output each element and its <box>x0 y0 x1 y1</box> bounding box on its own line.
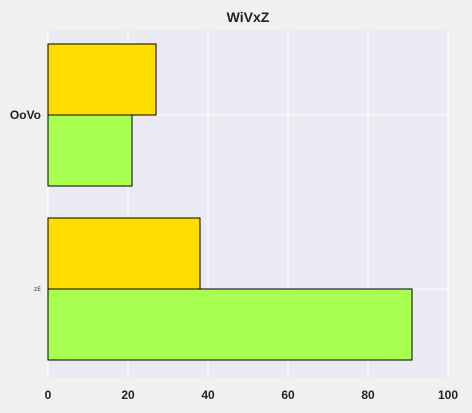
x-tick-label: 20 <box>121 388 135 402</box>
x-tick-label: 80 <box>361 388 375 402</box>
y-tick-label: zE <box>34 286 41 293</box>
x-tick-label: 0 <box>45 388 52 402</box>
x-tick-label: 100 <box>438 388 458 402</box>
bars <box>47 43 413 361</box>
bar-OoVo-series-2 <box>47 114 133 187</box>
x-tick-label: 40 <box>201 388 215 402</box>
axes: 0 20 40 60 80 100 OoVo zE <box>10 108 458 402</box>
y-tick-label: OoVo <box>10 108 41 122</box>
bar-zE-series-2 <box>47 288 413 361</box>
chart-title: WiVxZ <box>227 9 270 25</box>
x-tick-label: 60 <box>281 388 295 402</box>
bar-zE-series-1 <box>47 217 201 290</box>
bar-OoVo-series-1 <box>47 43 157 116</box>
